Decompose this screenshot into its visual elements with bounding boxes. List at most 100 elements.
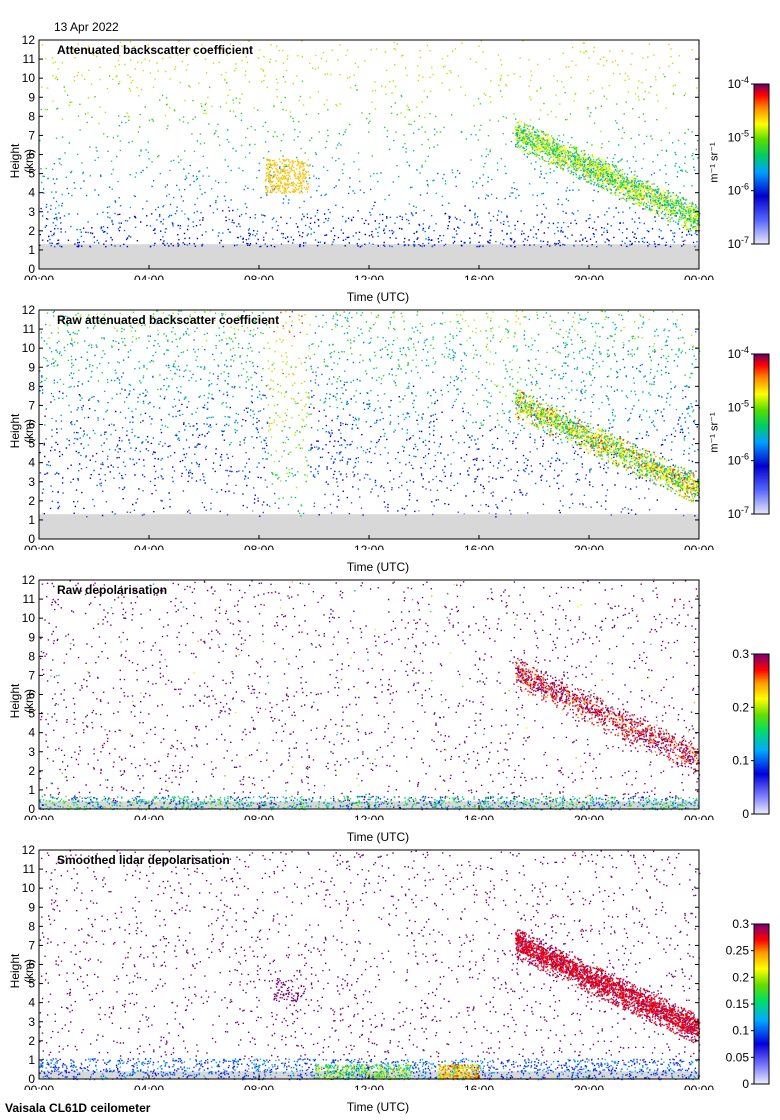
data-cells [465, 1067, 467, 1069]
x-tick-label: 20:00 [574, 543, 604, 550]
x-tick-label: 16:00 [464, 813, 494, 820]
data-cells [445, 1074, 448, 1076]
y-tick-label: 4 [28, 726, 35, 740]
data-cells [131, 802, 134, 804]
data-cells [65, 795, 67, 798]
data-cells [350, 1074, 353, 1076]
data-cells [458, 1066, 466, 1076]
colorbar-tick-label: 10-4 [728, 345, 749, 361]
data-cells [345, 1064, 347, 1067]
data-cells [464, 1070, 466, 1072]
y-tick-label: 1 [28, 783, 35, 797]
data-cells [203, 801, 206, 804]
data-cells [364, 1070, 366, 1073]
data-cells [576, 1064, 579, 1066]
data-cells [349, 1064, 356, 1078]
data-cells [354, 802, 357, 804]
data-cells [514, 392, 699, 502]
chart-panel-4: 0 1 2 3 4 5 6 7 8 9 10 11 12 00:00 04:00 08:00 12:00 16:0… [0, 820, 780, 1114]
data-cells [406, 1077, 409, 1079]
data-cells [443, 1064, 446, 1066]
data-cells [341, 1069, 343, 1071]
x-tick-label: 20:00 [574, 273, 604, 280]
x-tick-label: 12:00 [354, 1083, 384, 1090]
data-cells [439, 797, 442, 800]
x-tick-label: 00:00 [24, 273, 54, 280]
data-cells [447, 805, 450, 807]
data-cells [442, 1075, 444, 1077]
data-cells [335, 1070, 337, 1072]
x-axis-label: Time (UTC) [346, 290, 410, 304]
panel-title: Raw depolarisation [57, 583, 168, 597]
data-cells [361, 1064, 363, 1066]
data-cells [564, 1070, 566, 1072]
data-cells [208, 1072, 210, 1075]
data-cells [219, 796, 222, 799]
data-cells [398, 1065, 401, 1067]
data-cells [336, 1075, 338, 1077]
data-cells [402, 1063, 405, 1066]
x-tick-label: 20:00 [574, 813, 604, 820]
panel-title: Smoothed lidar depolarisation [57, 853, 230, 867]
data-cells [621, 1068, 623, 1070]
data-cells [283, 797, 291, 809]
panel-title: Attenuated backscatter coefficient [57, 43, 254, 57]
data-cells [651, 802, 653, 805]
data-cells [329, 1065, 332, 1067]
data-cells [394, 1072, 397, 1074]
x-tick-label: 12:00 [354, 813, 384, 820]
data-cells [470, 1072, 473, 1074]
colorbar-tick-label: 10-7 [728, 235, 749, 251]
data-cells [514, 120, 699, 231]
data-cells [241, 803, 243, 805]
data-cells [376, 1073, 378, 1076]
data-cells [458, 1076, 460, 1078]
data-cells [330, 1077, 332, 1079]
data-cells [659, 803, 661, 805]
data-cells [471, 1063, 474, 1066]
data-cells [377, 1068, 385, 1081]
data-cells [467, 1066, 469, 1068]
data-cells [556, 797, 558, 800]
data-cells [474, 1072, 476, 1075]
data-cells [446, 807, 448, 809]
y-tick-label: 7 [28, 938, 35, 952]
data-cells [347, 1065, 349, 1068]
data-cells [318, 801, 320, 803]
x-tick-label: 04:00 [134, 273, 164, 280]
y-tick-label: 4 [28, 456, 35, 470]
data-cells [326, 805, 328, 807]
data-cells [393, 1064, 395, 1066]
data-cells [444, 1072, 447, 1074]
data-cells [463, 1076, 465, 1078]
data-cells [468, 1075, 470, 1077]
data-cells [479, 803, 482, 806]
y-tick-label: 7 [28, 398, 35, 412]
data-cells [654, 798, 656, 800]
data-cells [383, 1075, 386, 1077]
y-axis-label: Height (km) [8, 683, 36, 718]
data-cells [389, 1067, 391, 1070]
data-cells [512, 1063, 515, 1065]
data-cells [296, 804, 298, 806]
data-cells [368, 1073, 370, 1075]
data-cells [471, 1068, 473, 1071]
data-cells [456, 1064, 466, 1069]
data-cells [396, 1074, 399, 1076]
data-cells [365, 1075, 368, 1077]
data-cells [473, 1077, 475, 1079]
data-cells [378, 1072, 384, 1076]
data-cells [477, 1065, 479, 1068]
y-tick-label: 10 [22, 611, 36, 625]
data-cells [471, 1066, 473, 1068]
data-cells [448, 797, 451, 799]
y-axis-label: Height (km) [8, 953, 36, 988]
data-cells [581, 804, 584, 806]
data-cells [292, 1072, 294, 1074]
data-cells [509, 1068, 511, 1071]
x-tick-label: 00:00 [684, 273, 714, 280]
y-tick-label: 5 [28, 977, 35, 991]
y-tick-label: 12 [22, 573, 36, 587]
data-cells [76, 801, 616, 807]
colorbar [753, 923, 770, 1085]
